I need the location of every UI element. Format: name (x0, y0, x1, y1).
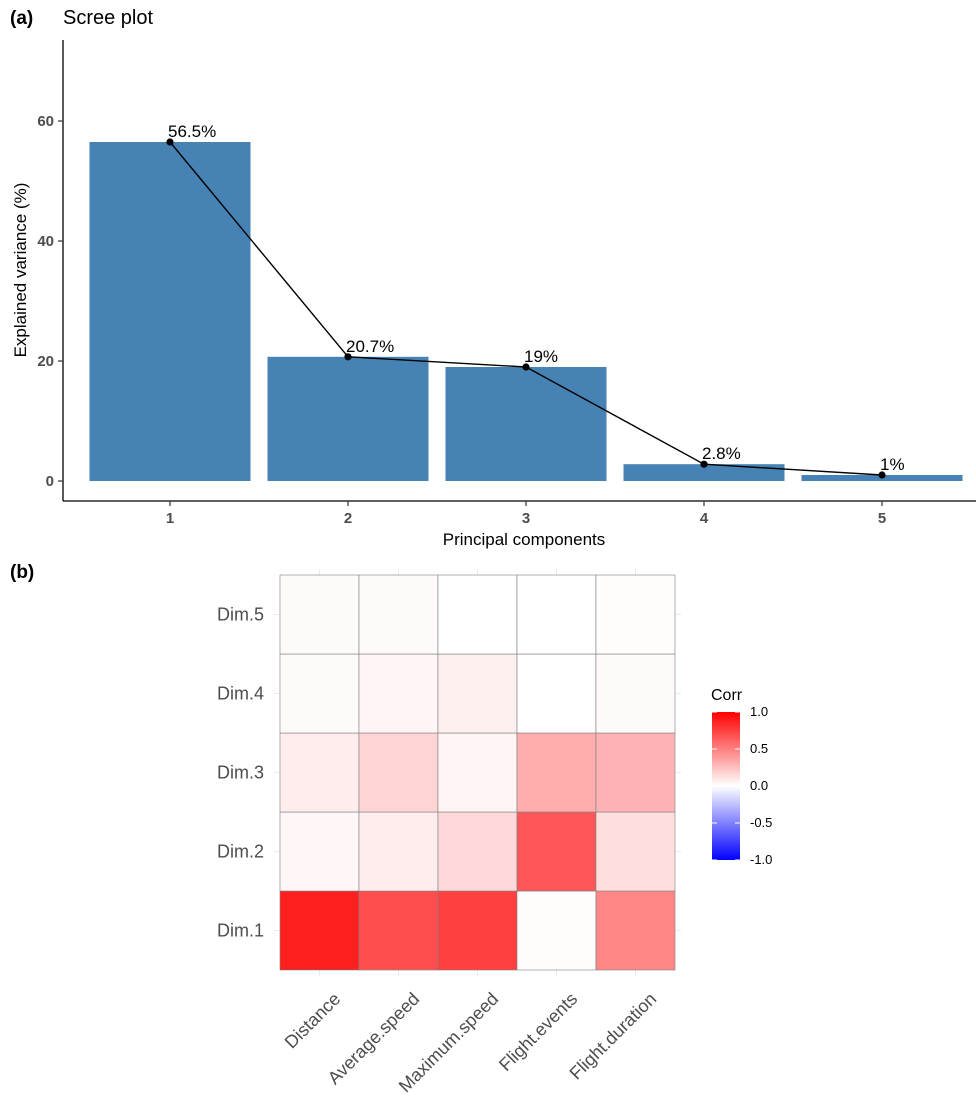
scree-y-tick-label-60: 60 (37, 113, 54, 130)
heatmap-x-ticks: DistanceAverage.speedMaximum.speedFlight… (281, 989, 661, 1097)
scree-title: Scree plot (63, 7, 153, 29)
scree-x-tick-label-1: 1 (166, 510, 174, 527)
scree-bar-3 (445, 367, 607, 481)
heatmap-y-ticks: Dim.1 Dim.2 Dim.3 Dim.4 Dim.5 (217, 605, 264, 941)
heat-cell-Dim.1-Maximum.speed (437, 890, 518, 971)
heat-cell-Dim.4-Flight.duration (595, 653, 676, 734)
scree-point-5 (878, 471, 886, 479)
scree-x-tick-label-3: 3 (522, 510, 530, 527)
scree-point-2 (344, 353, 352, 361)
heat-x-label-Flight.events: Flight.events (495, 989, 581, 1075)
heat-cell-Dim.1-Flight.duration (595, 890, 676, 971)
heatmap-cells (279, 574, 676, 971)
heat-cell-Dim.1-Distance (279, 890, 360, 971)
scree-data-label-2: 20.7% (346, 337, 394, 356)
legend-tick-label-0: 1.0 (750, 704, 768, 719)
legend-ticks: 1.0 0.5 0.0 -0.5 -1.0 (712, 704, 772, 867)
heat-cell-Dim.4-Distance (279, 653, 360, 734)
scree-x-tick-label-4: 4 (700, 510, 709, 527)
heat-y-label-Dim.4: Dim.4 (217, 684, 264, 704)
scree-point-1 (166, 138, 174, 146)
heat-cell-Dim.2-Flight.duration (595, 811, 676, 892)
heat-cell-Dim.4-Flight.events (516, 653, 597, 734)
heat-cell-Dim.4-Maximum.speed (437, 653, 518, 734)
legend-tick-label-2: 0.0 (750, 778, 768, 793)
heat-cell-Dim.2-Average.speed (358, 811, 439, 892)
scree-x-ticks: 1 2 3 4 5 (166, 501, 886, 527)
scree-y-axis-title: Explained variance (%) (11, 183, 30, 358)
legend-tick-label-1: 0.5 (750, 741, 768, 756)
heat-y-label-Dim.2: Dim.2 (217, 842, 264, 862)
legend-tick-label-3: -0.5 (750, 815, 772, 830)
legend-tick-label-4: -1.0 (750, 852, 772, 867)
scree-bar-4 (623, 464, 785, 481)
heat-cell-Dim.5-Maximum.speed (437, 574, 518, 655)
heat-cell-Dim.1-Flight.events (516, 890, 597, 971)
scree-point-3 (522, 363, 530, 371)
heat-cell-Dim.3-Distance (279, 732, 360, 813)
heat-cell-Dim.2-Distance (279, 811, 360, 892)
heat-cell-Dim.3-Maximum.speed (437, 732, 518, 813)
heat-cell-Dim.3-Flight.events (516, 732, 597, 813)
heat-cell-Dim.2-Flight.events (516, 811, 597, 892)
scree-bars (89, 142, 963, 481)
heat-cell-Dim.4-Average.speed (358, 653, 439, 734)
heat-cell-Dim.5-Flight.events (516, 574, 597, 655)
scree-data-label-4: 2.8% (702, 444, 741, 463)
scree-data-label-3: 19% (524, 347, 558, 366)
scree-line: 56.5% 20.7% 19% 2.8% 1% (166, 122, 905, 479)
heat-x-label-Distance: Distance (281, 989, 345, 1053)
scree-y-tick-label-0: 0 (46, 473, 54, 490)
scree-x-tick-label-2: 2 (344, 510, 352, 527)
heat-cell-Dim.2-Maximum.speed (437, 811, 518, 892)
scree-x-tick-label-5: 5 (878, 510, 886, 527)
heat-cell-Dim.5-Average.speed (358, 574, 439, 655)
legend-title: Corr (711, 687, 743, 704)
panel-a-tag: (a) (10, 8, 33, 29)
heat-cell-Dim.5-Flight.duration (595, 574, 676, 655)
scree-y-ticks: 0 20 40 60 (37, 113, 63, 490)
scree-data-label-1: 56.5% (168, 122, 216, 141)
heat-cell-Dim.3-Flight.duration (595, 732, 676, 813)
scree-bar-1 (89, 142, 251, 481)
heat-cell-Dim.3-Average.speed (358, 732, 439, 813)
scree-axes (62, 40, 976, 502)
scree-y-tick-label-40: 40 (37, 233, 54, 250)
heat-cell-Dim.5-Distance (279, 574, 360, 655)
heat-y-label-Dim.3: Dim.3 (217, 763, 264, 783)
heat-y-label-Dim.5: Dim.5 (217, 605, 264, 625)
scree-x-axis-title: Principal components (443, 530, 606, 549)
scree-point-4 (700, 460, 708, 468)
heat-cell-Dim.1-Average.speed (358, 890, 439, 971)
scree-bar-2 (267, 356, 429, 481)
panel-b-tag: (b) (10, 562, 34, 583)
scree-y-tick-label-20: 20 (37, 353, 54, 370)
heat-y-label-Dim.1: Dim.1 (217, 921, 264, 941)
scree-data-label-5: 1% (880, 455, 905, 474)
